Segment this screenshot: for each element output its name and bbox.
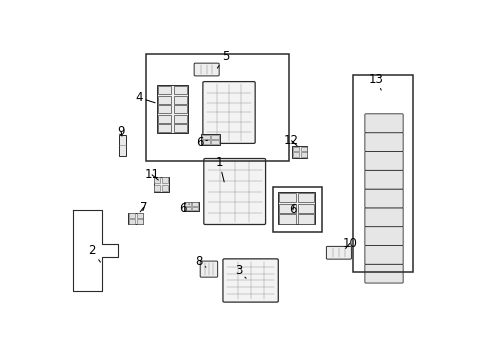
- FancyBboxPatch shape: [364, 189, 402, 208]
- Text: 6: 6: [195, 136, 207, 149]
- Bar: [184, 207, 190, 210]
- Bar: [279, 203, 295, 213]
- FancyBboxPatch shape: [364, 245, 402, 264]
- Bar: [153, 176, 168, 192]
- Bar: [158, 115, 171, 123]
- Bar: [297, 215, 314, 224]
- Bar: [128, 212, 143, 224]
- Bar: [184, 202, 198, 211]
- Bar: [192, 207, 198, 210]
- Bar: [352, 75, 412, 272]
- Text: 10: 10: [342, 237, 357, 250]
- Bar: [154, 185, 160, 191]
- Text: 4: 4: [136, 91, 155, 104]
- Text: 12: 12: [284, 134, 299, 147]
- Text: 7: 7: [140, 201, 147, 214]
- FancyBboxPatch shape: [200, 261, 217, 277]
- Bar: [211, 140, 218, 144]
- Bar: [173, 115, 186, 123]
- FancyBboxPatch shape: [364, 226, 402, 246]
- FancyBboxPatch shape: [326, 246, 351, 259]
- Bar: [129, 219, 135, 224]
- Bar: [297, 193, 314, 202]
- Bar: [184, 202, 190, 206]
- Bar: [158, 86, 171, 94]
- Bar: [162, 185, 168, 191]
- Text: 3: 3: [234, 264, 245, 278]
- FancyBboxPatch shape: [364, 152, 402, 170]
- Bar: [146, 54, 288, 161]
- Bar: [279, 215, 295, 224]
- Bar: [272, 187, 321, 232]
- Bar: [278, 192, 315, 225]
- Bar: [136, 219, 142, 224]
- Bar: [297, 203, 314, 213]
- FancyBboxPatch shape: [203, 82, 255, 143]
- FancyBboxPatch shape: [223, 259, 278, 302]
- Bar: [158, 124, 171, 132]
- Text: 13: 13: [367, 73, 382, 90]
- FancyBboxPatch shape: [203, 158, 265, 225]
- Text: 6: 6: [289, 203, 296, 216]
- Text: 11: 11: [144, 168, 159, 181]
- Bar: [158, 105, 171, 113]
- FancyBboxPatch shape: [364, 208, 402, 227]
- Bar: [119, 135, 126, 156]
- Bar: [173, 105, 186, 113]
- Bar: [136, 213, 142, 218]
- Bar: [129, 213, 135, 218]
- Bar: [300, 147, 306, 151]
- Text: 9: 9: [117, 125, 124, 138]
- Bar: [292, 147, 299, 151]
- Bar: [154, 177, 160, 184]
- Text: 1: 1: [215, 157, 224, 182]
- FancyBboxPatch shape: [364, 170, 402, 189]
- FancyBboxPatch shape: [364, 264, 402, 283]
- Bar: [211, 135, 218, 139]
- Text: 6: 6: [178, 202, 189, 215]
- Bar: [292, 152, 299, 157]
- Text: 2: 2: [88, 244, 100, 262]
- FancyBboxPatch shape: [364, 114, 402, 133]
- Bar: [157, 85, 188, 133]
- Bar: [162, 177, 168, 184]
- FancyBboxPatch shape: [194, 63, 219, 76]
- Text: 5: 5: [217, 50, 229, 68]
- Bar: [202, 140, 209, 144]
- Bar: [173, 124, 186, 132]
- Bar: [279, 193, 295, 202]
- Bar: [202, 135, 209, 139]
- Bar: [300, 152, 306, 157]
- Bar: [173, 86, 186, 94]
- Bar: [158, 96, 171, 104]
- Bar: [201, 134, 219, 145]
- Text: 8: 8: [195, 255, 205, 268]
- Bar: [173, 96, 186, 104]
- Bar: [292, 146, 307, 158]
- FancyBboxPatch shape: [364, 132, 402, 152]
- Bar: [192, 202, 198, 206]
